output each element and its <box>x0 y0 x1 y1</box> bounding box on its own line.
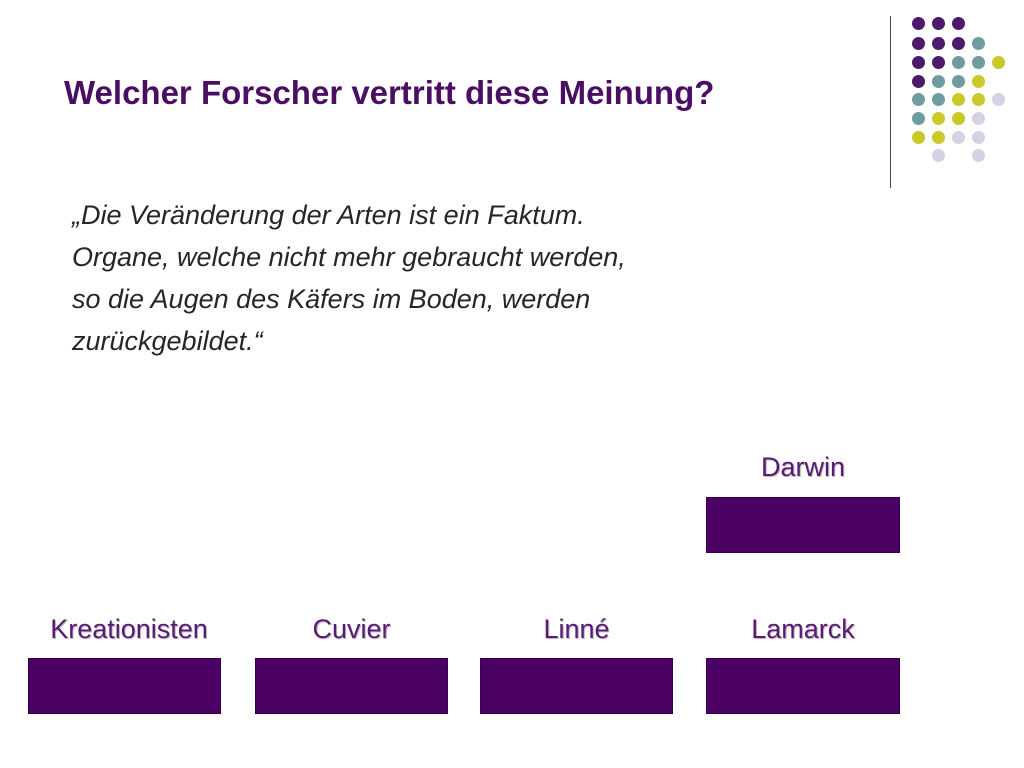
decorative-vertical-line <box>890 16 891 188</box>
quote-line: Organe, welche nicht mehr gebraucht werd… <box>72 242 626 272</box>
decorative-dot <box>952 75 965 88</box>
decorative-dot <box>972 37 985 50</box>
decorative-dot <box>952 131 965 144</box>
quote-line: „Die Veränderung der Arten ist ein Faktu… <box>72 200 585 230</box>
answer-label-darwin: Darwin <box>760 452 846 482</box>
decorative-dot <box>972 56 985 69</box>
decorative-dot-grid <box>0 0 1024 180</box>
decorative-dot <box>952 56 965 69</box>
decorative-dot <box>972 131 985 144</box>
decorative-dot <box>992 56 1005 69</box>
quote-line: zurückgebildet.“ <box>72 326 263 356</box>
decorative-dot <box>972 93 985 106</box>
decorative-dot <box>932 56 945 69</box>
decorative-dot <box>912 93 925 106</box>
decorative-dot <box>952 112 965 125</box>
answer-button-darwin[interactable] <box>706 497 900 553</box>
decorative-dot <box>932 149 945 162</box>
decorative-dot <box>932 131 945 144</box>
decorative-dot <box>952 93 965 106</box>
answer-label-kreationisten: Kreationisten <box>50 614 208 644</box>
answer-label-cuvier: Cuvier <box>312 614 391 644</box>
decorative-dot <box>972 112 985 125</box>
decorative-dot <box>952 37 965 50</box>
decorative-dot <box>912 56 925 69</box>
slide-title: Welcher Forscher vertritt diese Meinung? <box>64 74 715 111</box>
decorative-dot <box>932 17 945 30</box>
answer-button-lamarck[interactable] <box>706 658 900 714</box>
decorative-dot <box>972 75 985 88</box>
decorative-dot <box>912 37 925 50</box>
decorative-dot <box>932 112 945 125</box>
decorative-dot <box>972 149 985 162</box>
decorative-dot <box>912 131 925 144</box>
quote-text: „Die Veränderung der Arten ist ein Faktu… <box>72 194 792 362</box>
answer-label-lamarck: Lamarck <box>751 614 855 644</box>
decorative-dot <box>912 112 925 125</box>
answer-button-kreationisten[interactable] <box>28 658 221 714</box>
decorative-dot <box>912 17 925 30</box>
decorative-dot <box>952 17 965 30</box>
decorative-dot <box>932 75 945 88</box>
answer-button-cuvier[interactable] <box>255 658 448 714</box>
decorative-dot <box>932 93 945 106</box>
decorative-dot <box>992 93 1005 106</box>
decorative-dot <box>932 37 945 50</box>
answer-label-linne: Linné <box>543 614 610 644</box>
quote-line: so die Augen des Käfers im Boden, werden <box>72 284 591 314</box>
answer-button-linne[interactable] <box>480 658 673 714</box>
decorative-dot <box>912 75 925 88</box>
